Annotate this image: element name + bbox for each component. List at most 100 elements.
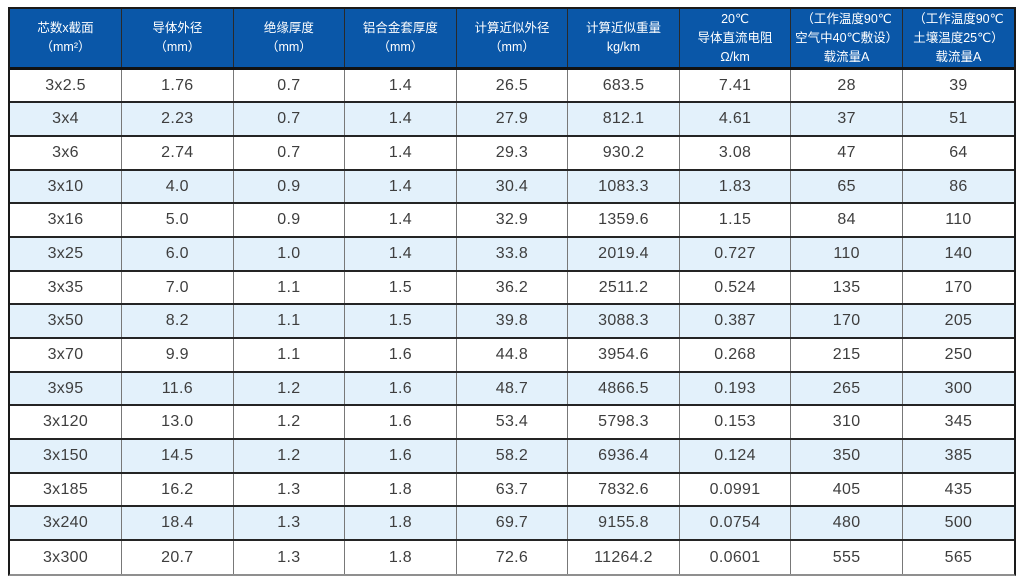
cell: 170 — [790, 303, 903, 339]
cell: 1.83 — [678, 168, 791, 204]
cell: 1.4 — [344, 168, 457, 204]
column-header-line: （mm） — [265, 40, 312, 55]
cable-spec-table-container: 芯数x截面 （mm²） 导体外径 （mm） 绝缘厚度 （mm） 铝合金套厚度 （mm） 计算近似… — [8, 7, 1016, 576]
cell: 812.1 — [567, 101, 680, 137]
table-row: 3x50 8.2 1.1 1.5 39.8 3088.3 0.387 170 205 — [10, 303, 1014, 339]
cell: 64 — [901, 135, 1014, 170]
cell: 0.387 — [678, 303, 791, 339]
cell: 8.2 — [121, 303, 234, 339]
table-row: 3x25 6.0 1.0 1.4 33.8 2019.4 0.727 110 140 — [10, 236, 1014, 271]
cell: 9155.8 — [567, 505, 680, 541]
cell: 6.0 — [121, 236, 234, 271]
cell: 20.7 — [121, 539, 234, 574]
cable-spec-table: 芯数x截面 （mm²） 导体外径 （mm） 绝缘厚度 （mm） 铝合金套厚度 （mm） 计算近似… — [10, 9, 1014, 574]
column-header-ampacity-air: （工作温度90℃ 空气中40℃敷设） 载流量A — [790, 9, 903, 71]
cell: 3x25 — [10, 236, 122, 271]
cell: 3x35 — [10, 269, 122, 305]
table-row: 3x120 13.0 1.2 1.6 53.4 5798.3 0.153 310 345 — [10, 404, 1014, 440]
cell: 500 — [901, 505, 1014, 541]
table-row: 3x4 2.23 0.7 1.4 27.9 812.1 4.61 37 51 — [10, 101, 1014, 137]
column-header-line: （工作温度90℃ — [801, 12, 892, 26]
cell: 37 — [790, 101, 903, 137]
cell: 0.124 — [678, 438, 791, 473]
column-header-line: 载流量A — [935, 49, 982, 64]
cell: 0.7 — [232, 68, 345, 103]
cell: 58.2 — [455, 438, 568, 473]
cell: 1.8 — [344, 471, 457, 507]
column-header-line: 绝缘厚度 — [263, 21, 314, 36]
cell: 0.153 — [678, 404, 791, 440]
cell: 300 — [901, 370, 1014, 406]
cell: 0.7 — [232, 101, 345, 137]
cell: 435 — [901, 471, 1014, 507]
cell: 3x120 — [10, 404, 122, 440]
cell: 7.41 — [678, 68, 791, 103]
cell: 1.4 — [344, 135, 457, 170]
cell: 930.2 — [567, 135, 680, 170]
cell: 47 — [790, 135, 903, 170]
cell: 683.5 — [567, 68, 680, 103]
cell: 1.1 — [232, 269, 345, 305]
cell: 39.8 — [455, 303, 568, 339]
column-header-line: （mm） — [154, 40, 201, 55]
cell: 0.0991 — [678, 471, 791, 507]
cell: 32.9 — [455, 202, 568, 238]
cell: 1.6 — [344, 438, 457, 473]
cell: 110 — [901, 202, 1014, 238]
table-row: 3x6 2.74 0.7 1.4 29.3 930.2 3.08 47 64 — [10, 135, 1014, 170]
cell: 1.6 — [344, 370, 457, 406]
cell: 405 — [790, 471, 903, 507]
cell: 3x16 — [10, 202, 122, 238]
cell: 44.8 — [455, 337, 568, 372]
cell: 5.0 — [121, 202, 234, 238]
column-header-line: （mm²） — [40, 40, 91, 55]
cell: 1.8 — [344, 505, 457, 541]
cell: 1.8 — [344, 539, 457, 574]
cell: 110 — [790, 236, 903, 271]
cell: 11264.2 — [567, 539, 680, 574]
cell: 0.268 — [678, 337, 791, 372]
cell: 65 — [790, 168, 903, 204]
cell: 565 — [901, 539, 1014, 574]
cell: 86 — [901, 168, 1014, 204]
cell: 480 — [790, 505, 903, 541]
cell: 4.0 — [121, 168, 234, 204]
table-row: 3x10 4.0 0.9 1.4 30.4 1083.3 1.83 65 86 — [10, 168, 1014, 204]
cell: 51 — [901, 101, 1014, 137]
cell: 3x185 — [10, 471, 122, 507]
column-header-approx-weight: 计算近似重量 kg/km — [567, 9, 680, 71]
cell: 1083.3 — [567, 168, 680, 204]
table-header-row: 芯数x截面 （mm²） 导体外径 （mm） 绝缘厚度 （mm） 铝合金套厚度 （mm） 计算近似… — [10, 9, 1014, 71]
cell: 2.23 — [121, 101, 234, 137]
cell: 1.6 — [344, 337, 457, 372]
cell: 250 — [901, 337, 1014, 372]
cell: 1.6 — [344, 404, 457, 440]
cell: 555 — [790, 539, 903, 574]
cell: 3x70 — [10, 337, 122, 372]
column-header-line: 20℃ — [721, 12, 750, 26]
cell: 26.5 — [455, 68, 568, 103]
cell: 3x150 — [10, 438, 122, 473]
cell: 63.7 — [455, 471, 568, 507]
cell: 1.1 — [232, 337, 345, 372]
column-header-insulation-thickness: 绝缘厚度 （mm） — [232, 9, 345, 71]
cell: 36.2 — [455, 269, 568, 305]
cell: 16.2 — [121, 471, 234, 507]
cell: 28 — [790, 68, 903, 103]
table-row: 3x185 16.2 1.3 1.8 63.7 7832.6 0.0991 405 435 — [10, 471, 1014, 507]
cell: 18.4 — [121, 505, 234, 541]
column-header-line: （工作温度90℃ — [913, 12, 1004, 26]
cell: 1.4 — [344, 68, 457, 103]
column-header-conductor-diameter: 导体外径 （mm） — [121, 9, 234, 71]
cell: 3x10 — [10, 168, 122, 204]
cell: 30.4 — [455, 168, 568, 204]
cell: 2.74 — [121, 135, 234, 170]
cell: 135 — [790, 269, 903, 305]
column-header-approx-outer-diameter: 计算近似外径 （mm） — [455, 9, 568, 71]
cell: 1.0 — [232, 236, 345, 271]
cell: 39 — [901, 68, 1014, 103]
column-header-line: 计算近似外径 — [474, 21, 550, 36]
column-header-line: 芯数x截面 — [37, 21, 94, 36]
cell: 1.3 — [232, 539, 345, 574]
